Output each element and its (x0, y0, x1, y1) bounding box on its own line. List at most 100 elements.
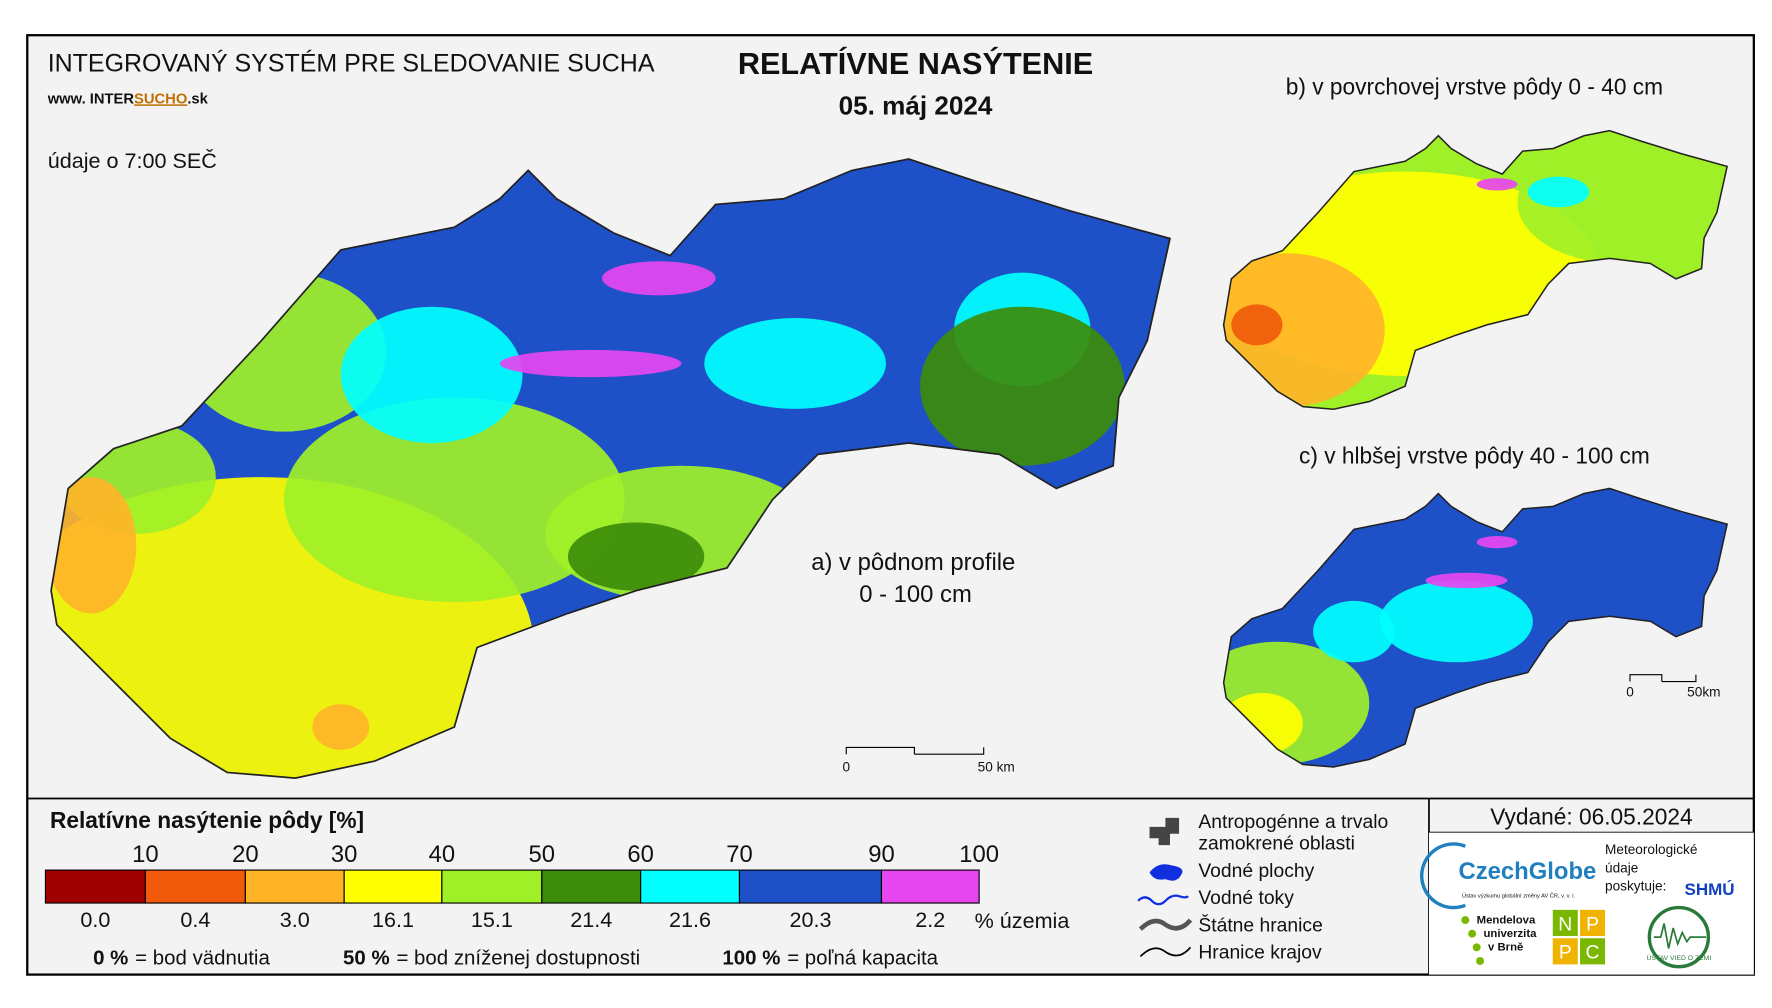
area-unit: % územia (975, 908, 1070, 933)
map-fill (340, 306, 523, 444)
dot (1472, 943, 1481, 952)
czechglobe-sub: Ústav výzkumu globální změny AV ČR, v. v… (1462, 892, 1576, 899)
break-label: 90 (868, 841, 895, 868)
note-value: 100 % (722, 946, 780, 969)
legend-title: Relatívne nasýtenie pôdy [%] (50, 807, 364, 833)
map-label: 0 - 100 cm (859, 581, 972, 608)
area-label: 15.1 (471, 907, 513, 932)
break-label: 50 (529, 841, 556, 868)
dot (1476, 956, 1485, 965)
map-fill (312, 704, 370, 750)
legend-swatch (441, 869, 543, 904)
uvz: ÚSTAV VIED O ZEMI (1647, 953, 1712, 962)
scale-label: 50km (1687, 684, 1720, 699)
area-label: 3.0 (280, 907, 310, 932)
break-label: 70 (726, 841, 753, 868)
legend-swatch (880, 869, 980, 904)
legend-swatch (640, 869, 741, 904)
map-fill (602, 261, 716, 296)
shmu-note: poskytuje: (1605, 879, 1666, 894)
uvz-ring (1647, 905, 1711, 969)
map-fill (1231, 304, 1283, 346)
legend: 0.0 0.4 3.0 16.1 15.1 21.4 21.6 20.3 2.2 10 20 30 40… (44, 841, 999, 969)
symbol-legend (1137, 817, 1193, 958)
mendel: univerzita (1483, 928, 1537, 940)
web-part: .sk (187, 91, 208, 107)
scale-label: 0 (842, 759, 850, 774)
map-fill (567, 522, 705, 591)
note: 0 % = bod vädnutia (93, 946, 270, 969)
area-label: 21.6 (669, 907, 711, 932)
nppc-tile (1580, 938, 1606, 965)
legend-swatch (738, 869, 883, 904)
map-fill (499, 349, 682, 378)
nppc: N PP C (1552, 909, 1606, 965)
legend-swatch (244, 869, 345, 904)
legend-swatch (44, 869, 146, 904)
map-fill (1379, 580, 1533, 663)
symbol-label: Štátne hranice (1198, 913, 1322, 936)
scale-bar (1629, 674, 1697, 683)
symbol-label: Antropogénne a trvalo (1198, 812, 1388, 833)
nppc-tile (1552, 938, 1578, 965)
czechglobe: CzechGlobe (1458, 858, 1596, 885)
area-label: 2.2 (915, 907, 945, 932)
symbol-icon (1149, 864, 1183, 881)
czechglobe-arc (1420, 842, 1466, 910)
map-label: b) v povrchovej vrstve pôdy 0 - 40 cm (1286, 73, 1663, 99)
break-label: 60 (627, 841, 654, 868)
symbol-icon (1149, 817, 1180, 846)
map-fill (1425, 572, 1508, 589)
break-label: 40 (429, 841, 456, 868)
time-note: údaje o 7:00 SEČ (48, 148, 217, 173)
map-fill (1517, 140, 1723, 264)
web-part: www. INTER (47, 91, 135, 107)
map-label: c) v hlbšej vrstve pôdy 40 - 100 cm (1299, 442, 1650, 468)
shmu-note: Meteorologické (1605, 842, 1697, 857)
nppc-tile (1580, 909, 1606, 936)
symbol-icon (1138, 918, 1193, 931)
note-text: = bod vädnutia (135, 946, 270, 969)
nppc-letter: P (1586, 914, 1599, 935)
scale-label: 50 km (978, 759, 1015, 774)
area-label: 21.4 (570, 907, 612, 932)
date: 05. máj 2024 (839, 91, 993, 121)
map-fill (704, 318, 886, 409)
area-label: 20.3 (789, 907, 831, 932)
shmu-note: údaje (1605, 860, 1638, 875)
nppc-letter: C (1586, 943, 1600, 964)
website: www. INTERSUCHO.sk (47, 91, 209, 107)
map-label: a) v pôdnom profile (811, 549, 1015, 576)
area-label: 0.4 (180, 907, 210, 932)
legend-swatch (144, 869, 246, 904)
symbol-icon (1137, 894, 1189, 906)
area-label: 0.0 (80, 907, 110, 932)
nppc-letter: P (1559, 943, 1572, 964)
symbol-label: zamokrené oblasti (1198, 834, 1355, 855)
nppc-letter: N (1558, 914, 1572, 935)
map-fill (283, 397, 625, 603)
break-label: 100 (959, 841, 999, 868)
note-text: = bod zníženej dostupnosti (396, 946, 640, 969)
symbol-label: Vodné plochy (1198, 861, 1314, 882)
map-fill (51, 477, 137, 614)
system-name: INTEGROVANÝ SYSTÉM PRE SLEDOVANIE SUCHA (48, 49, 655, 78)
symbol-label: Hranice krajov (1198, 943, 1322, 964)
map-fill (1476, 535, 1518, 549)
note: 50 % = bod zníženej dostupnosti (343, 946, 640, 969)
web-part: SUCHO (134, 91, 187, 107)
mendel: v Brně (1488, 942, 1523, 954)
break-label: 30 (331, 841, 358, 868)
symbol-icon (1139, 946, 1192, 958)
issued: Vydané: 06.05.2024 (1490, 804, 1692, 830)
scale-bar (845, 746, 985, 755)
logos: CzechGlobe Ústav výzkumu globální změny … (1420, 842, 1735, 969)
title: RELATÍVNE NASÝTENIE (738, 46, 1093, 81)
dot (1468, 929, 1477, 938)
nppc-tile (1552, 909, 1578, 936)
note: 100 % = poľná kapacita (722, 946, 938, 969)
break-label: 20 (232, 841, 259, 868)
symbol-label: Vodné toky (1198, 888, 1294, 909)
